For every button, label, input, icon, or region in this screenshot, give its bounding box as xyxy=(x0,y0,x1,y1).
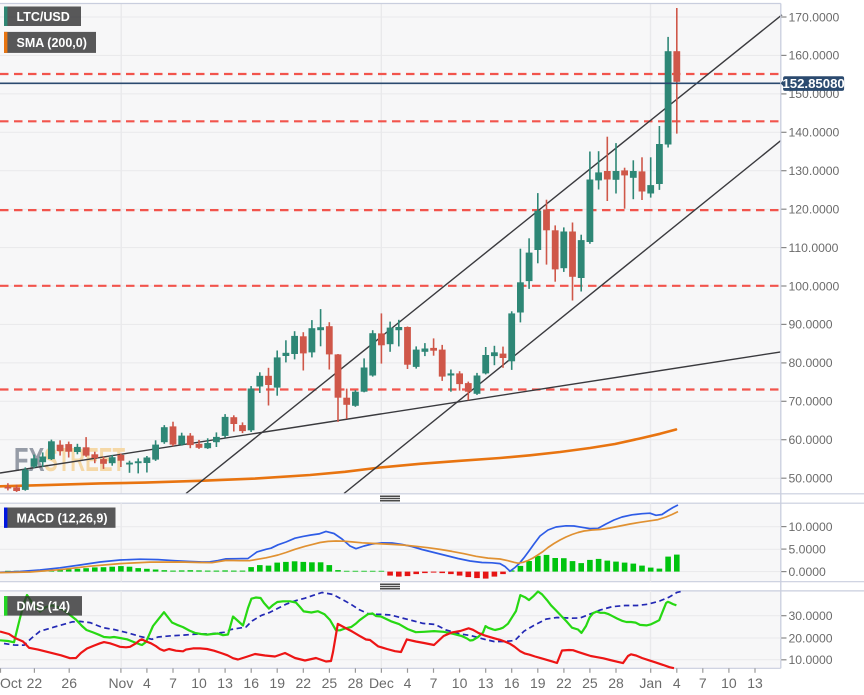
svg-text:20.0000: 20.0000 xyxy=(789,631,833,645)
svg-text:10.0000: 10.0000 xyxy=(789,653,833,667)
svg-text:16: 16 xyxy=(243,675,259,691)
svg-text:120.0000: 120.0000 xyxy=(789,203,840,217)
svg-text:16: 16 xyxy=(504,675,520,691)
svg-text:160.0000: 160.0000 xyxy=(789,49,840,63)
svg-text:13: 13 xyxy=(478,675,494,691)
svg-text:Nov: Nov xyxy=(108,675,133,691)
svg-text:DMS (14): DMS (14) xyxy=(17,600,70,614)
svg-text:100.0000: 100.0000 xyxy=(789,279,840,293)
svg-text:7: 7 xyxy=(430,675,438,691)
svg-text:170.0000: 170.0000 xyxy=(789,10,840,24)
svg-text:13: 13 xyxy=(747,675,763,691)
svg-text:110.0000: 110.0000 xyxy=(789,241,839,255)
svg-text:140.0000: 140.0000 xyxy=(789,126,840,140)
svg-text:4: 4 xyxy=(143,675,151,691)
svg-text:Jan: Jan xyxy=(639,675,662,691)
svg-text:4: 4 xyxy=(404,675,412,691)
svg-text:70.0000: 70.0000 xyxy=(789,395,833,409)
svg-text:19: 19 xyxy=(530,675,546,691)
svg-text:4: 4 xyxy=(673,675,681,691)
svg-text:25: 25 xyxy=(322,675,338,691)
svg-text:22: 22 xyxy=(296,675,312,691)
svg-text:28: 28 xyxy=(608,675,624,691)
svg-text:5.0000: 5.0000 xyxy=(789,542,826,556)
svg-text:60.0000: 60.0000 xyxy=(789,433,833,447)
svg-text:152.85080: 152.85080 xyxy=(782,76,844,91)
svg-text:10: 10 xyxy=(721,675,737,691)
svg-text:10.0000: 10.0000 xyxy=(789,520,833,534)
svg-text:7: 7 xyxy=(169,675,177,691)
svg-text:SMA (200,0): SMA (200,0) xyxy=(17,36,87,50)
svg-text:22: 22 xyxy=(556,675,572,691)
svg-text:0.0000: 0.0000 xyxy=(789,565,826,579)
svg-text:19: 19 xyxy=(269,675,285,691)
svg-text:7: 7 xyxy=(699,675,707,691)
svg-text:MACD (12,26,9): MACD (12,26,9) xyxy=(17,511,108,525)
svg-text:50.0000: 50.0000 xyxy=(789,472,833,486)
svg-text:28: 28 xyxy=(348,675,364,691)
svg-text:10: 10 xyxy=(191,675,207,691)
svg-text:22: 22 xyxy=(27,675,43,691)
svg-text:130.0000: 130.0000 xyxy=(789,164,840,178)
svg-text:25: 25 xyxy=(582,675,598,691)
svg-text:26: 26 xyxy=(61,675,77,691)
svg-text:80.0000: 80.0000 xyxy=(789,356,833,370)
svg-text:Dec: Dec xyxy=(369,675,394,691)
svg-text:90.0000: 90.0000 xyxy=(789,318,833,332)
svg-text:30.0000: 30.0000 xyxy=(789,609,833,623)
svg-text:LTC/USD: LTC/USD xyxy=(17,10,70,24)
svg-text:10: 10 xyxy=(452,675,468,691)
svg-text:Oct: Oct xyxy=(0,675,22,691)
svg-text:13: 13 xyxy=(217,675,233,691)
